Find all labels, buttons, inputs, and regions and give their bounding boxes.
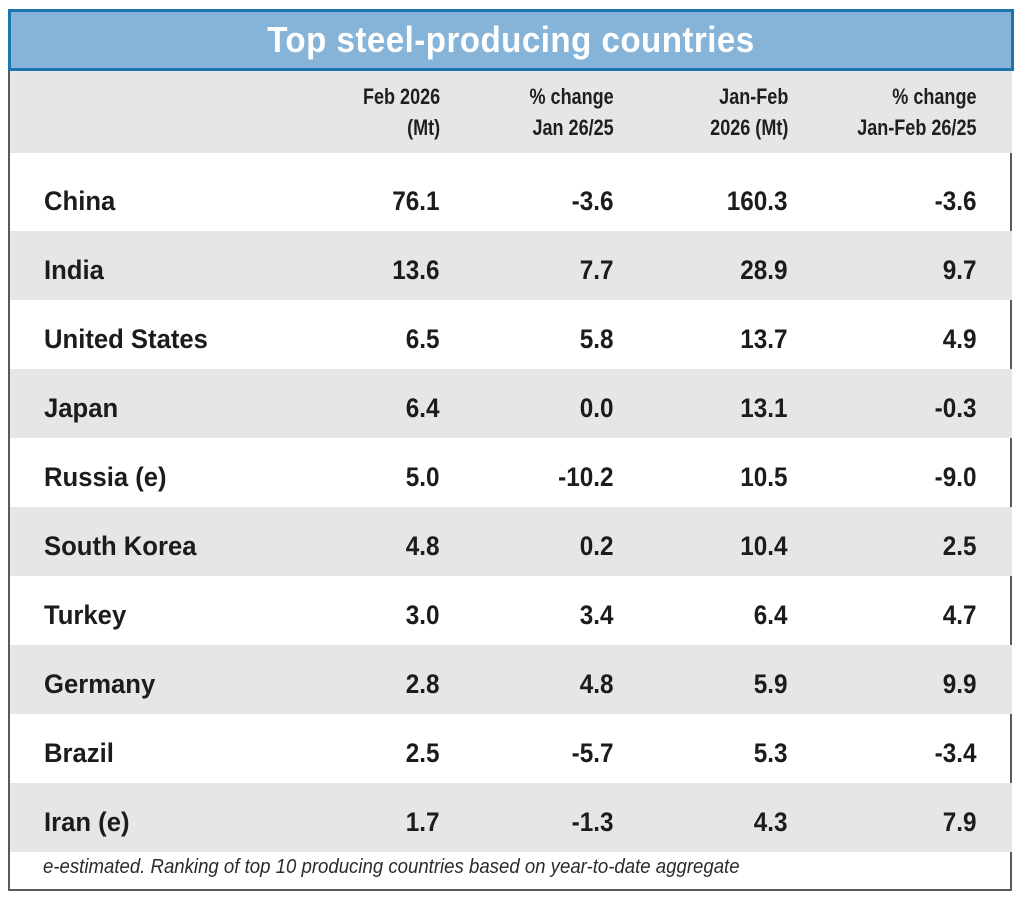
cell-feb-2026: 4.8 xyxy=(406,531,440,561)
cell-jan-feb-2026: 10.5 xyxy=(740,462,788,492)
cell-feb-2026: 13.6 xyxy=(392,255,440,285)
cell-country: United States xyxy=(44,324,208,354)
table-row: Germany 2.8 4.8 5.9 9.9 xyxy=(10,645,1012,714)
cell-jan-feb-2026: 5.3 xyxy=(754,738,788,768)
cell-country: Germany xyxy=(44,669,156,699)
cell-feb-2026: 2.8 xyxy=(406,669,440,699)
cell-pct-change-jan-feb: 7.9 xyxy=(943,807,977,837)
column-header-row: Feb 2026 (Mt) % change Jan 26/25 Jan-Feb… xyxy=(10,71,1012,153)
column-header-line: Feb 2026 xyxy=(362,84,440,109)
cell-jan-feb-2026: 6.4 xyxy=(754,600,788,630)
cell-pct-change-jan-feb: 9.9 xyxy=(943,669,977,699)
cell-pct-change-jan: -10.2 xyxy=(558,462,614,492)
cell-pct-change-jan: 3.4 xyxy=(580,600,614,630)
column-header-line: Jan-Feb xyxy=(718,84,788,109)
column-header-line: (Mt) xyxy=(406,115,440,140)
cell-jan-feb-2026: 13.1 xyxy=(740,393,788,423)
column-header-pct-change-jan-feb: % change Jan-Feb 26/25 xyxy=(858,81,977,143)
cell-feb-2026: 1.7 xyxy=(406,807,440,837)
cell-pct-change-jan: 4.8 xyxy=(580,669,614,699)
table-row: United States 6.5 5.8 13.7 4.9 xyxy=(10,300,1012,369)
cell-pct-change-jan: 7.7 xyxy=(580,255,614,285)
cell-feb-2026: 2.5 xyxy=(406,738,440,768)
table-row: Brazil 2.5 -5.7 5.3 -3.4 xyxy=(10,714,1012,783)
column-header-pct-change-jan: % change Jan 26/25 xyxy=(530,81,614,143)
column-header-feb-2026: Feb 2026 (Mt) xyxy=(363,81,440,143)
table-body: China 76.1 -3.6 160.3 -3.6 India 13.6 7.7 28.9 9.… xyxy=(10,153,1012,852)
cell-country: Turkey xyxy=(44,600,127,630)
cell-jan-feb-2026: 10.4 xyxy=(740,531,788,561)
title-bar: Top steel-producing countries xyxy=(8,9,1014,71)
cell-pct-change-jan-feb: 4.7 xyxy=(943,600,977,630)
cell-feb-2026: 6.5 xyxy=(406,324,440,354)
column-header-line: 2026 (Mt) xyxy=(709,115,788,140)
table-row: Russia (e) 5.0 -10.2 10.5 -9.0 xyxy=(10,438,1012,507)
cell-jan-feb-2026: 160.3 xyxy=(727,186,788,216)
cell-feb-2026: 6.4 xyxy=(406,393,440,423)
cell-feb-2026: 76.1 xyxy=(392,186,440,216)
cell-feb-2026: 5.0 xyxy=(406,462,440,492)
table-frame xyxy=(8,9,1012,891)
cell-pct-change-jan-feb: -3.4 xyxy=(935,738,977,768)
cell-pct-change-jan: 0.2 xyxy=(580,531,614,561)
cell-country: Japan xyxy=(44,393,119,423)
cell-pct-change-jan-feb: 4.9 xyxy=(943,324,977,354)
column-header-line: Jan-Feb 26/25 xyxy=(857,115,977,140)
footnote: e-estimated. Ranking of top 10 producing… xyxy=(43,856,740,878)
column-header-line: % change xyxy=(892,84,977,109)
column-header-line: Jan 26/25 xyxy=(532,115,614,140)
cell-pct-change-jan-feb: -3.6 xyxy=(935,186,977,216)
table-row: Japan 6.4 0.0 13.1 -0.3 xyxy=(10,369,1012,438)
cell-jan-feb-2026: 13.7 xyxy=(740,324,788,354)
table-row: South Korea 4.8 0.2 10.4 2.5 xyxy=(10,507,1012,576)
cell-pct-change-jan-feb: 2.5 xyxy=(943,531,977,561)
cell-country: South Korea xyxy=(44,531,197,561)
cell-pct-change-jan: 5.8 xyxy=(580,324,614,354)
cell-country: Iran (e) xyxy=(44,807,130,837)
column-header-line: % change xyxy=(529,84,614,109)
cell-pct-change-jan-feb: -9.0 xyxy=(935,462,977,492)
table-row: China 76.1 -3.6 160.3 -3.6 xyxy=(10,153,1012,231)
cell-pct-change-jan: -5.7 xyxy=(572,738,614,768)
cell-country: Brazil xyxy=(44,738,114,768)
cell-country: Russia (e) xyxy=(44,462,167,492)
cell-feb-2026: 3.0 xyxy=(406,600,440,630)
table-title: Top steel-producing countries xyxy=(267,19,755,60)
cell-pct-change-jan: -3.6 xyxy=(572,186,614,216)
table-row: India 13.6 7.7 28.9 9.7 xyxy=(10,231,1012,300)
cell-pct-change-jan: 0.0 xyxy=(580,393,614,423)
cell-pct-change-jan-feb: -0.3 xyxy=(935,393,977,423)
column-header-jan-feb-2026: Jan-Feb 2026 (Mt) xyxy=(710,81,788,143)
table-row: Turkey 3.0 3.4 6.4 4.7 xyxy=(10,576,1012,645)
cell-pct-change-jan-feb: 9.7 xyxy=(943,255,977,285)
table-row: Iran (e) 1.7 -1.3 4.3 7.9 xyxy=(10,783,1012,852)
cell-jan-feb-2026: 5.9 xyxy=(754,669,788,699)
cell-pct-change-jan: -1.3 xyxy=(572,807,614,837)
cell-country: India xyxy=(44,255,104,285)
cell-jan-feb-2026: 4.3 xyxy=(754,807,788,837)
cell-jan-feb-2026: 28.9 xyxy=(740,255,788,285)
cell-country: China xyxy=(44,186,116,216)
